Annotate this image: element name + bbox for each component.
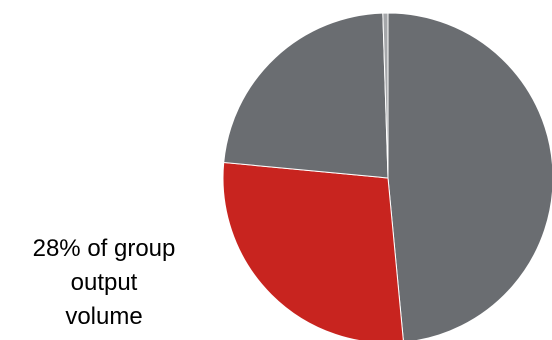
annotation-line-3: volume [65,303,142,330]
annotation-line-1: 28% of group [33,235,176,262]
slice-annotation: 28% of group output volume [33,235,176,330]
pie-slice-1 [387,12,552,340]
pie-slices [222,12,552,340]
annotation-line-2: output [71,269,138,296]
pie-slice-4 [382,12,389,179]
pie-slice-highlighted [222,161,404,340]
pie-slice-3 [223,12,389,179]
